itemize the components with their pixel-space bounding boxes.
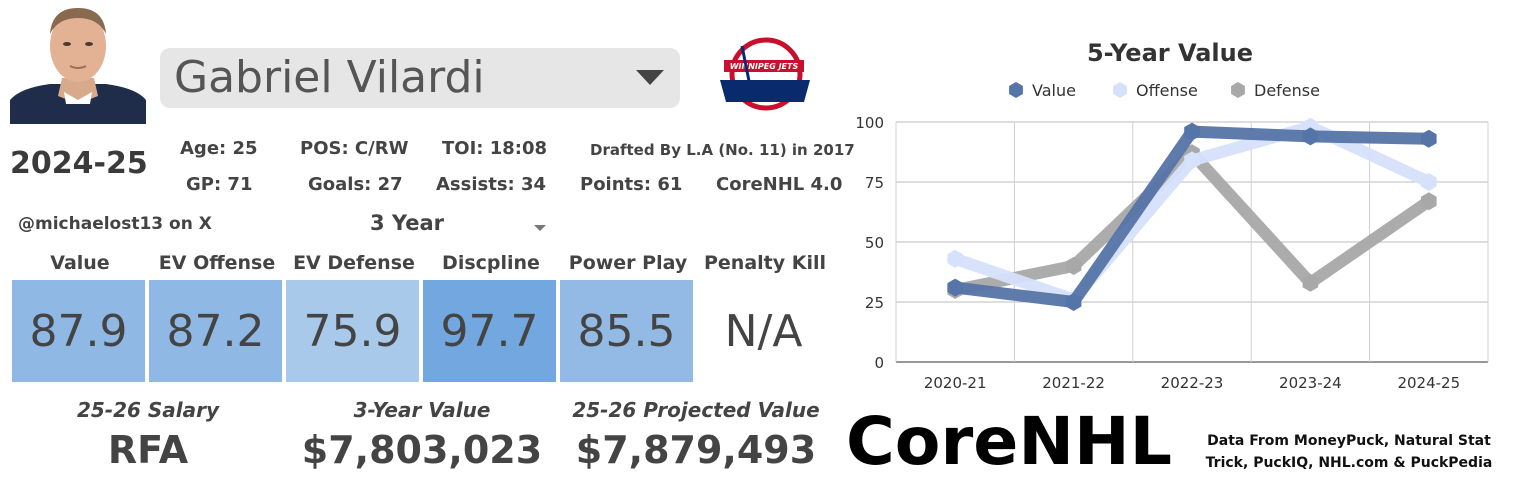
x-tick-label: 2020-21 (924, 374, 987, 392)
category-label-power-play: Power Play (568, 252, 688, 274)
legend-marker-offense (1113, 82, 1127, 98)
assists-stat: Assists: 34 (436, 174, 547, 195)
score-box-power-play: 85.5 (560, 280, 693, 382)
x-tick-label: 2024-25 (1397, 374, 1460, 392)
player-select[interactable]: Gabriel Vilardi (160, 48, 680, 108)
salary-label: 25-26 Salary (76, 398, 220, 422)
corenhl-logo-text: CoreNHL (846, 403, 1172, 476)
data-point-value (1421, 129, 1437, 148)
category-label-penalty-kill: Penalty Kill (703, 252, 826, 274)
legend-label-defense: Defense (1254, 81, 1320, 100)
y-tick-label: 50 (865, 234, 884, 252)
category-label-ev-offense: EV Offense (158, 252, 276, 274)
chevron-down-icon[interactable] (636, 70, 664, 85)
score-box-value: 87.9 (12, 280, 145, 382)
x-tick-label: 2023-24 (1279, 374, 1342, 392)
chevron-down-icon[interactable] (534, 225, 546, 231)
three-year-value: $7,803,023 (301, 428, 543, 472)
score-box-discipline: 97.7 (423, 280, 556, 382)
data-point-value (1065, 293, 1082, 311)
period-select[interactable]: 3 Year (370, 211, 444, 235)
data-point-value (947, 278, 963, 297)
data-point-value (1184, 122, 1200, 141)
category-label-discipline: Discpline (442, 252, 540, 274)
data-point-defense (1421, 192, 1437, 211)
legend-label-offense: Offense (1136, 81, 1198, 100)
projected-value: $7,879,493 (575, 428, 817, 472)
draft-info: Drafted By L.A (No. 11) in 2017 (590, 141, 855, 159)
data-point-offense (1421, 173, 1437, 191)
toi-stat: TOI: 18:08 (442, 138, 548, 159)
team-logo-text: WINNIPEG JETS (730, 62, 799, 71)
series-line-defense (949, 147, 1435, 296)
season-label: 2024-25 (10, 146, 148, 181)
model-version: CoreNHL 4.0 (716, 174, 843, 195)
data-point-defense (1302, 273, 1319, 292)
legend-marker-value (1009, 82, 1023, 98)
projected-value-label: 25-26 Projected Value (572, 398, 820, 422)
data-point-defense (1065, 257, 1082, 275)
gp-stat: GP: 71 (186, 174, 253, 195)
score-box-ev-defense: 75.9 (286, 280, 419, 382)
age-stat: Age: 25 (180, 138, 258, 159)
data-credit: Data From MoneyPuck, Natural Stat Trick,… (1205, 433, 1493, 471)
x-tick-label: 2022-23 (1161, 374, 1224, 392)
three-year-value-label: 3-Year Value (353, 398, 491, 422)
y-tick-label: 75 (865, 174, 884, 192)
chart-title: 5-Year Value (1087, 39, 1253, 67)
score-box-penalty-kill: N/A (697, 280, 830, 382)
data-point-offense (947, 249, 963, 268)
goals-stat: Goals: 27 (308, 174, 403, 195)
x-tick-label: 2021-22 (1042, 374, 1105, 392)
salary-value: RFA (107, 428, 189, 472)
position-stat: POS: C/RW (300, 138, 409, 159)
legend-marker-defense (1231, 82, 1245, 98)
y-tick-label: 0 (874, 354, 884, 372)
points-stat: Points: 61 (580, 174, 683, 195)
data-point-offense (1184, 151, 1200, 170)
data-point-value (1302, 127, 1319, 146)
category-label-value: Value (50, 252, 110, 274)
category-label-ev-defense: EV Defense (293, 252, 415, 274)
five-year-value-chart: 5-Year Value Value Offense Defense 0 25 50 75 10… (855, 39, 1489, 392)
author-handle: @michaelost13 on X (18, 214, 212, 234)
player-headshot (10, 8, 146, 124)
y-tick-label: 100 (855, 114, 884, 132)
team-logo: WINNIPEG JETS (720, 37, 810, 111)
legend-label-value: Value (1032, 81, 1076, 100)
corenhl-logo: CoreNHL (846, 403, 1172, 476)
score-box-ev-offense: 87.2 (149, 280, 282, 382)
y-tick-label: 25 (865, 294, 884, 312)
player-name: Gabriel Vilardi (174, 52, 485, 103)
